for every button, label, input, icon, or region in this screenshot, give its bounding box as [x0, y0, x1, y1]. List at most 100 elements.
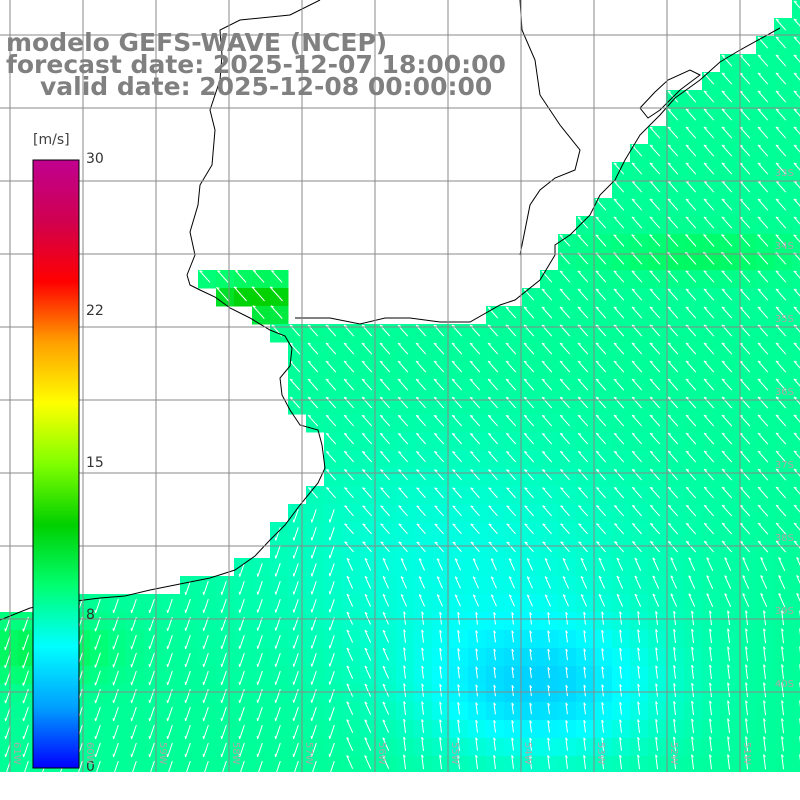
- wind-arrow-head: [487, 342, 491, 345]
- wind-arrow: [793, 252, 800, 261]
- wind-arrow: [739, 198, 751, 211]
- wind-arrow: [472, 558, 479, 571]
- wind-arrow: [601, 684, 604, 697]
- wind-arrow: [649, 342, 661, 355]
- wind-arrow-head: [490, 576, 494, 579]
- wind-arrow-head: [488, 469, 492, 472]
- wind-arrow: [505, 415, 517, 427]
- wind-arrow: [649, 523, 661, 535]
- wind-arrow-head: [506, 414, 510, 417]
- wind-arrow-head: [439, 719, 442, 723]
- wind-arrow-head: [667, 108, 671, 111]
- wind-arrow: [775, 432, 787, 445]
- wind-arrow-head: [238, 699, 241, 703]
- wind-arrow: [185, 688, 191, 704]
- wind-arrow: [293, 563, 299, 577]
- wind-arrow-head: [619, 666, 623, 670]
- wind-arrow: [577, 288, 589, 301]
- wind-arrow-head: [757, 54, 761, 57]
- wind-arrow-head: [308, 487, 312, 490]
- wind-arrow-head: [631, 378, 636, 381]
- wind-arrow-head: [703, 251, 707, 254]
- wind-arrow: [221, 760, 227, 776]
- wind-arrow-head: [238, 735, 241, 740]
- wind-arrow-head: [757, 252, 761, 255]
- wind-arrow-head: [274, 699, 277, 703]
- wind-arrow: [757, 54, 769, 67]
- wind-arrow: [203, 598, 209, 613]
- wind-arrow: [382, 666, 390, 679]
- wind-arrow: [760, 575, 768, 590]
- wind-arrow-head: [511, 648, 515, 652]
- wind-arrow: [239, 724, 245, 740]
- wind-arrow-head: [685, 414, 690, 417]
- wind-arrow-head: [457, 737, 460, 741]
- wind-arrow: [631, 541, 643, 553]
- wind-arrow: [364, 594, 372, 607]
- wind-cell: [792, 216, 800, 235]
- wind-arrow: [203, 688, 209, 704]
- wind-arrow-head: [655, 683, 658, 687]
- wind-cell: [792, 36, 800, 55]
- wind-arrow-head: [523, 288, 527, 291]
- wind-arrow: [77, 760, 83, 776]
- wind-arrow-head: [775, 342, 779, 345]
- wind-arrow: [523, 378, 535, 391]
- wind-arrow: [757, 126, 769, 139]
- wind-arrow-head: [328, 663, 331, 667]
- wind-arrow: [793, 198, 800, 207]
- wind-arrow-head: [793, 270, 797, 273]
- wind-arrow: [793, 504, 800, 513]
- wind-arrow: [221, 706, 227, 722]
- wind-arrow: [523, 451, 535, 463]
- wind-arrow: [293, 509, 299, 523]
- wind-arrow: [613, 451, 625, 463]
- wind-arrow: [649, 487, 661, 499]
- wind-arrow: [325, 433, 337, 445]
- wind-arrow: [362, 541, 372, 553]
- wind-arrow: [470, 451, 481, 463]
- wind-arrow-head: [76, 609, 79, 614]
- wind-arrow-head: [397, 396, 402, 399]
- wind-arrow: [724, 557, 732, 571]
- wind-arrow: [275, 688, 281, 703]
- wind-arrow: [416, 469, 426, 481]
- wind-arrow: [616, 594, 624, 607]
- wind-arrow: [343, 414, 355, 427]
- wind-arrow: [239, 562, 245, 577]
- wind-arrow: [22, 652, 29, 669]
- wind-arrow: [685, 108, 697, 121]
- wind-arrow-head: [421, 719, 424, 723]
- wind-arrow: [403, 665, 406, 679]
- wind-arrow: [346, 558, 354, 571]
- wind-arrow-head: [757, 522, 762, 525]
- wind-arrow: [631, 216, 643, 229]
- wind-arrow-head: [583, 737, 586, 741]
- wind-arrow-head: [452, 414, 456, 417]
- wind-arrow: [439, 684, 442, 697]
- wind-arrow: [745, 682, 749, 698]
- wind-arrow: [667, 144, 679, 157]
- wind-arrow-head: [470, 469, 474, 472]
- wind-arrow: [221, 742, 227, 758]
- wind-arrow: [631, 180, 643, 193]
- wind-arrow-head: [470, 451, 474, 454]
- wind-arrow-head: [637, 647, 640, 651]
- wind-arrow-head: [691, 664, 694, 668]
- wind-arrow-head: [457, 648, 461, 652]
- wind-arrow: [739, 54, 751, 67]
- wind-arrow-head: [775, 216, 779, 219]
- wind-arrow: [775, 270, 787, 283]
- wind-arrow-head: [418, 576, 422, 579]
- wind-arrow-head: [562, 557, 566, 561]
- wind-arrow: [95, 760, 101, 776]
- wind-arrow-head: [673, 628, 676, 632]
- wind-arrow-head: [415, 360, 420, 363]
- lat-lon-grid: [0, 0, 800, 772]
- wind-arrow-head: [506, 487, 510, 490]
- wind-arrow-head: [22, 771, 25, 776]
- wind-arrow-head: [775, 36, 779, 39]
- wind-arrow: [311, 581, 317, 595]
- wind-arrow: [362, 487, 372, 499]
- wind-arrow: [523, 360, 535, 373]
